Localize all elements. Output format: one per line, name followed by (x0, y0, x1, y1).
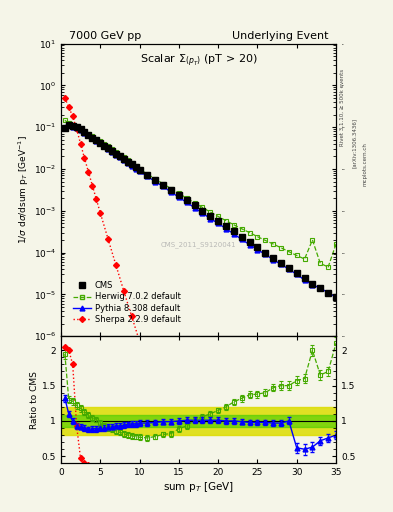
Text: Scalar $\Sigma_{(p_T)}$ (pT > 20): Scalar $\Sigma_{(p_T)}$ (pT > 20) (140, 52, 257, 69)
Text: 7000 GeV pp: 7000 GeV pp (69, 31, 141, 41)
Y-axis label: 1/$\sigma$ d$\sigma$/dsum p$_T$ [GeV$^{-1}$]: 1/$\sigma$ d$\sigma$/dsum p$_T$ [GeV$^{-… (17, 136, 31, 244)
Text: Underlying Event: Underlying Event (231, 31, 328, 41)
Y-axis label: Ratio to CMS: Ratio to CMS (30, 371, 39, 429)
Text: mcplots.cern.ch: mcplots.cern.ch (362, 142, 367, 186)
Text: Rivet 3.1.10, ≥ 500k events: Rivet 3.1.10, ≥ 500k events (340, 69, 345, 146)
X-axis label: sum p$_T$ [GeV]: sum p$_T$ [GeV] (163, 480, 234, 494)
Text: CMS_2011_S9120041: CMS_2011_S9120041 (161, 242, 236, 248)
Legend: CMS, Herwig 7.0.2 default, Pythia 8.308 default, Sherpa 2.2.9 default: CMS, Herwig 7.0.2 default, Pythia 8.308 … (71, 279, 183, 326)
Text: [arXiv:1306.3436]: [arXiv:1306.3436] (352, 118, 357, 168)
